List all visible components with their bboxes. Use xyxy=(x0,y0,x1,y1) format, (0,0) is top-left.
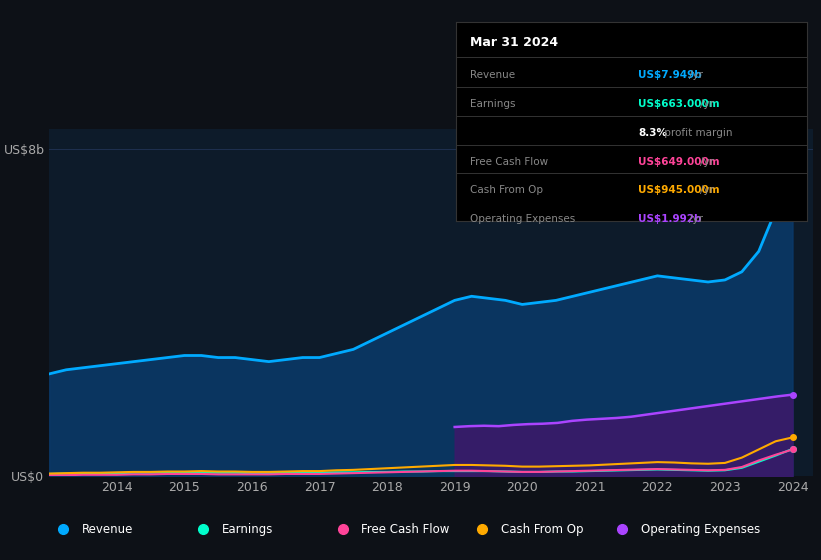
Text: 8.3%: 8.3% xyxy=(639,128,667,138)
Text: Revenue: Revenue xyxy=(470,70,515,80)
Text: Cash From Op: Cash From Op xyxy=(501,522,584,536)
Text: US$7.949b: US$7.949b xyxy=(639,70,702,80)
Text: /yr: /yr xyxy=(689,214,703,224)
Text: /yr: /yr xyxy=(700,99,714,109)
Text: Mar 31 2024: Mar 31 2024 xyxy=(470,36,557,49)
Text: US$663.000m: US$663.000m xyxy=(639,99,720,109)
Text: US$945.000m: US$945.000m xyxy=(639,185,720,195)
Text: US$1.992b: US$1.992b xyxy=(639,214,702,224)
Text: Free Cash Flow: Free Cash Flow xyxy=(361,522,450,536)
Text: US$649.000m: US$649.000m xyxy=(639,157,720,166)
Text: /yr: /yr xyxy=(700,157,714,166)
Text: /yr: /yr xyxy=(700,185,714,195)
Text: Operating Expenses: Operating Expenses xyxy=(641,522,760,536)
Text: Earnings: Earnings xyxy=(470,99,516,109)
Text: Cash From Op: Cash From Op xyxy=(470,185,543,195)
Text: profit margin: profit margin xyxy=(661,128,732,138)
Text: Free Cash Flow: Free Cash Flow xyxy=(470,157,548,166)
Text: /yr: /yr xyxy=(689,70,703,80)
Text: Revenue: Revenue xyxy=(82,522,133,536)
Text: Earnings: Earnings xyxy=(222,522,273,536)
Text: Operating Expenses: Operating Expenses xyxy=(470,214,575,224)
